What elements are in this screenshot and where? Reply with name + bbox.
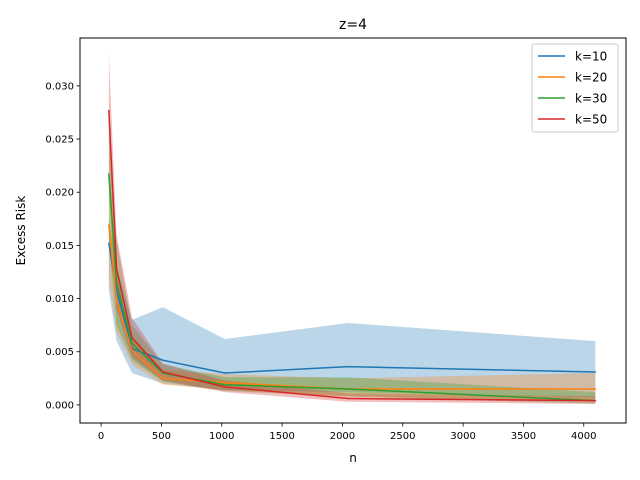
data-point-4-1: [108, 109, 110, 112]
x-tick-label: 500: [152, 431, 171, 442]
confidence-band-1: [108, 218, 596, 398]
y-tick-label: 0.020: [45, 188, 74, 199]
data-point-4-5: [223, 386, 226, 388]
x-tick-label: 3000: [450, 431, 475, 442]
y-tick-label: 0.010: [45, 294, 74, 305]
confidence-bands: [108, 53, 596, 404]
data-point-3-3: [131, 342, 133, 344]
y-axis: 0.000 0.005 0.010 0.015 0.020 0.025 0.030: [45, 81, 80, 411]
x-tick-label: 1000: [209, 431, 234, 442]
x-tick-label: 0: [98, 431, 104, 442]
legend-label-2: k=20: [575, 71, 607, 85]
x-axis: 0 500 1000 1500 2000 2500 3000 3500 4000: [98, 423, 596, 442]
chart-title: z=4: [339, 17, 367, 33]
data-point-1-5: [223, 372, 226, 374]
y-tick-label: 0.000: [45, 400, 74, 411]
legend-label-1: k=10: [575, 50, 607, 64]
data-point-4-3: [131, 337, 133, 339]
y-tick-label: 0.025: [45, 135, 74, 146]
legend-box: [531, 43, 619, 133]
legend-label-3: k=30: [575, 92, 607, 106]
series-lines: [108, 109, 597, 402]
confidence-band-3: [108, 123, 596, 404]
data-point-3-5: [223, 383, 226, 386]
confidence-band-2: [108, 186, 596, 402]
data-point-1-1: [108, 242, 110, 245]
data-point-4-6: [347, 397, 349, 400]
x-tick-label: 2000: [330, 431, 355, 442]
data-point-2-2: [115, 299, 118, 302]
x-tick-label: 1500: [269, 431, 294, 442]
legend-label-4: k=50: [575, 113, 607, 127]
y-axis-label: Excess Risk: [14, 196, 28, 266]
data-point-2-3: [131, 349, 133, 352]
plot-frame: [79, 37, 627, 424]
data-point-3-6: [347, 388, 349, 390]
x-tick-label: 4000: [571, 431, 596, 442]
data-point-2-7: [594, 388, 597, 390]
data-point-4-2: [115, 268, 118, 270]
confidence-band-4: [108, 53, 596, 404]
data-point-1-4: [162, 359, 164, 361]
y-tick-label: 0.005: [45, 347, 74, 358]
legend: k=10 k=20 k=30 k=50: [531, 43, 619, 133]
data-point-3-2: [115, 281, 118, 284]
data-point-1-6: [347, 365, 349, 368]
y-tick-label: 0.015: [45, 241, 74, 252]
data-point-2-1: [108, 224, 110, 226]
x-axis-label: n: [349, 451, 357, 465]
data-point-4-7: [594, 399, 597, 402]
data-point-4-4: [162, 371, 164, 373]
data-point-3-1: [108, 173, 110, 175]
y-tick-label: 0.030: [45, 81, 74, 92]
x-tick-label: 2500: [390, 431, 415, 442]
x-tick-label: 3500: [511, 431, 536, 442]
data-point-2-4: [162, 377, 164, 380]
data-point-1-7: [594, 371, 597, 373]
data-point-2-5: [223, 381, 226, 384]
